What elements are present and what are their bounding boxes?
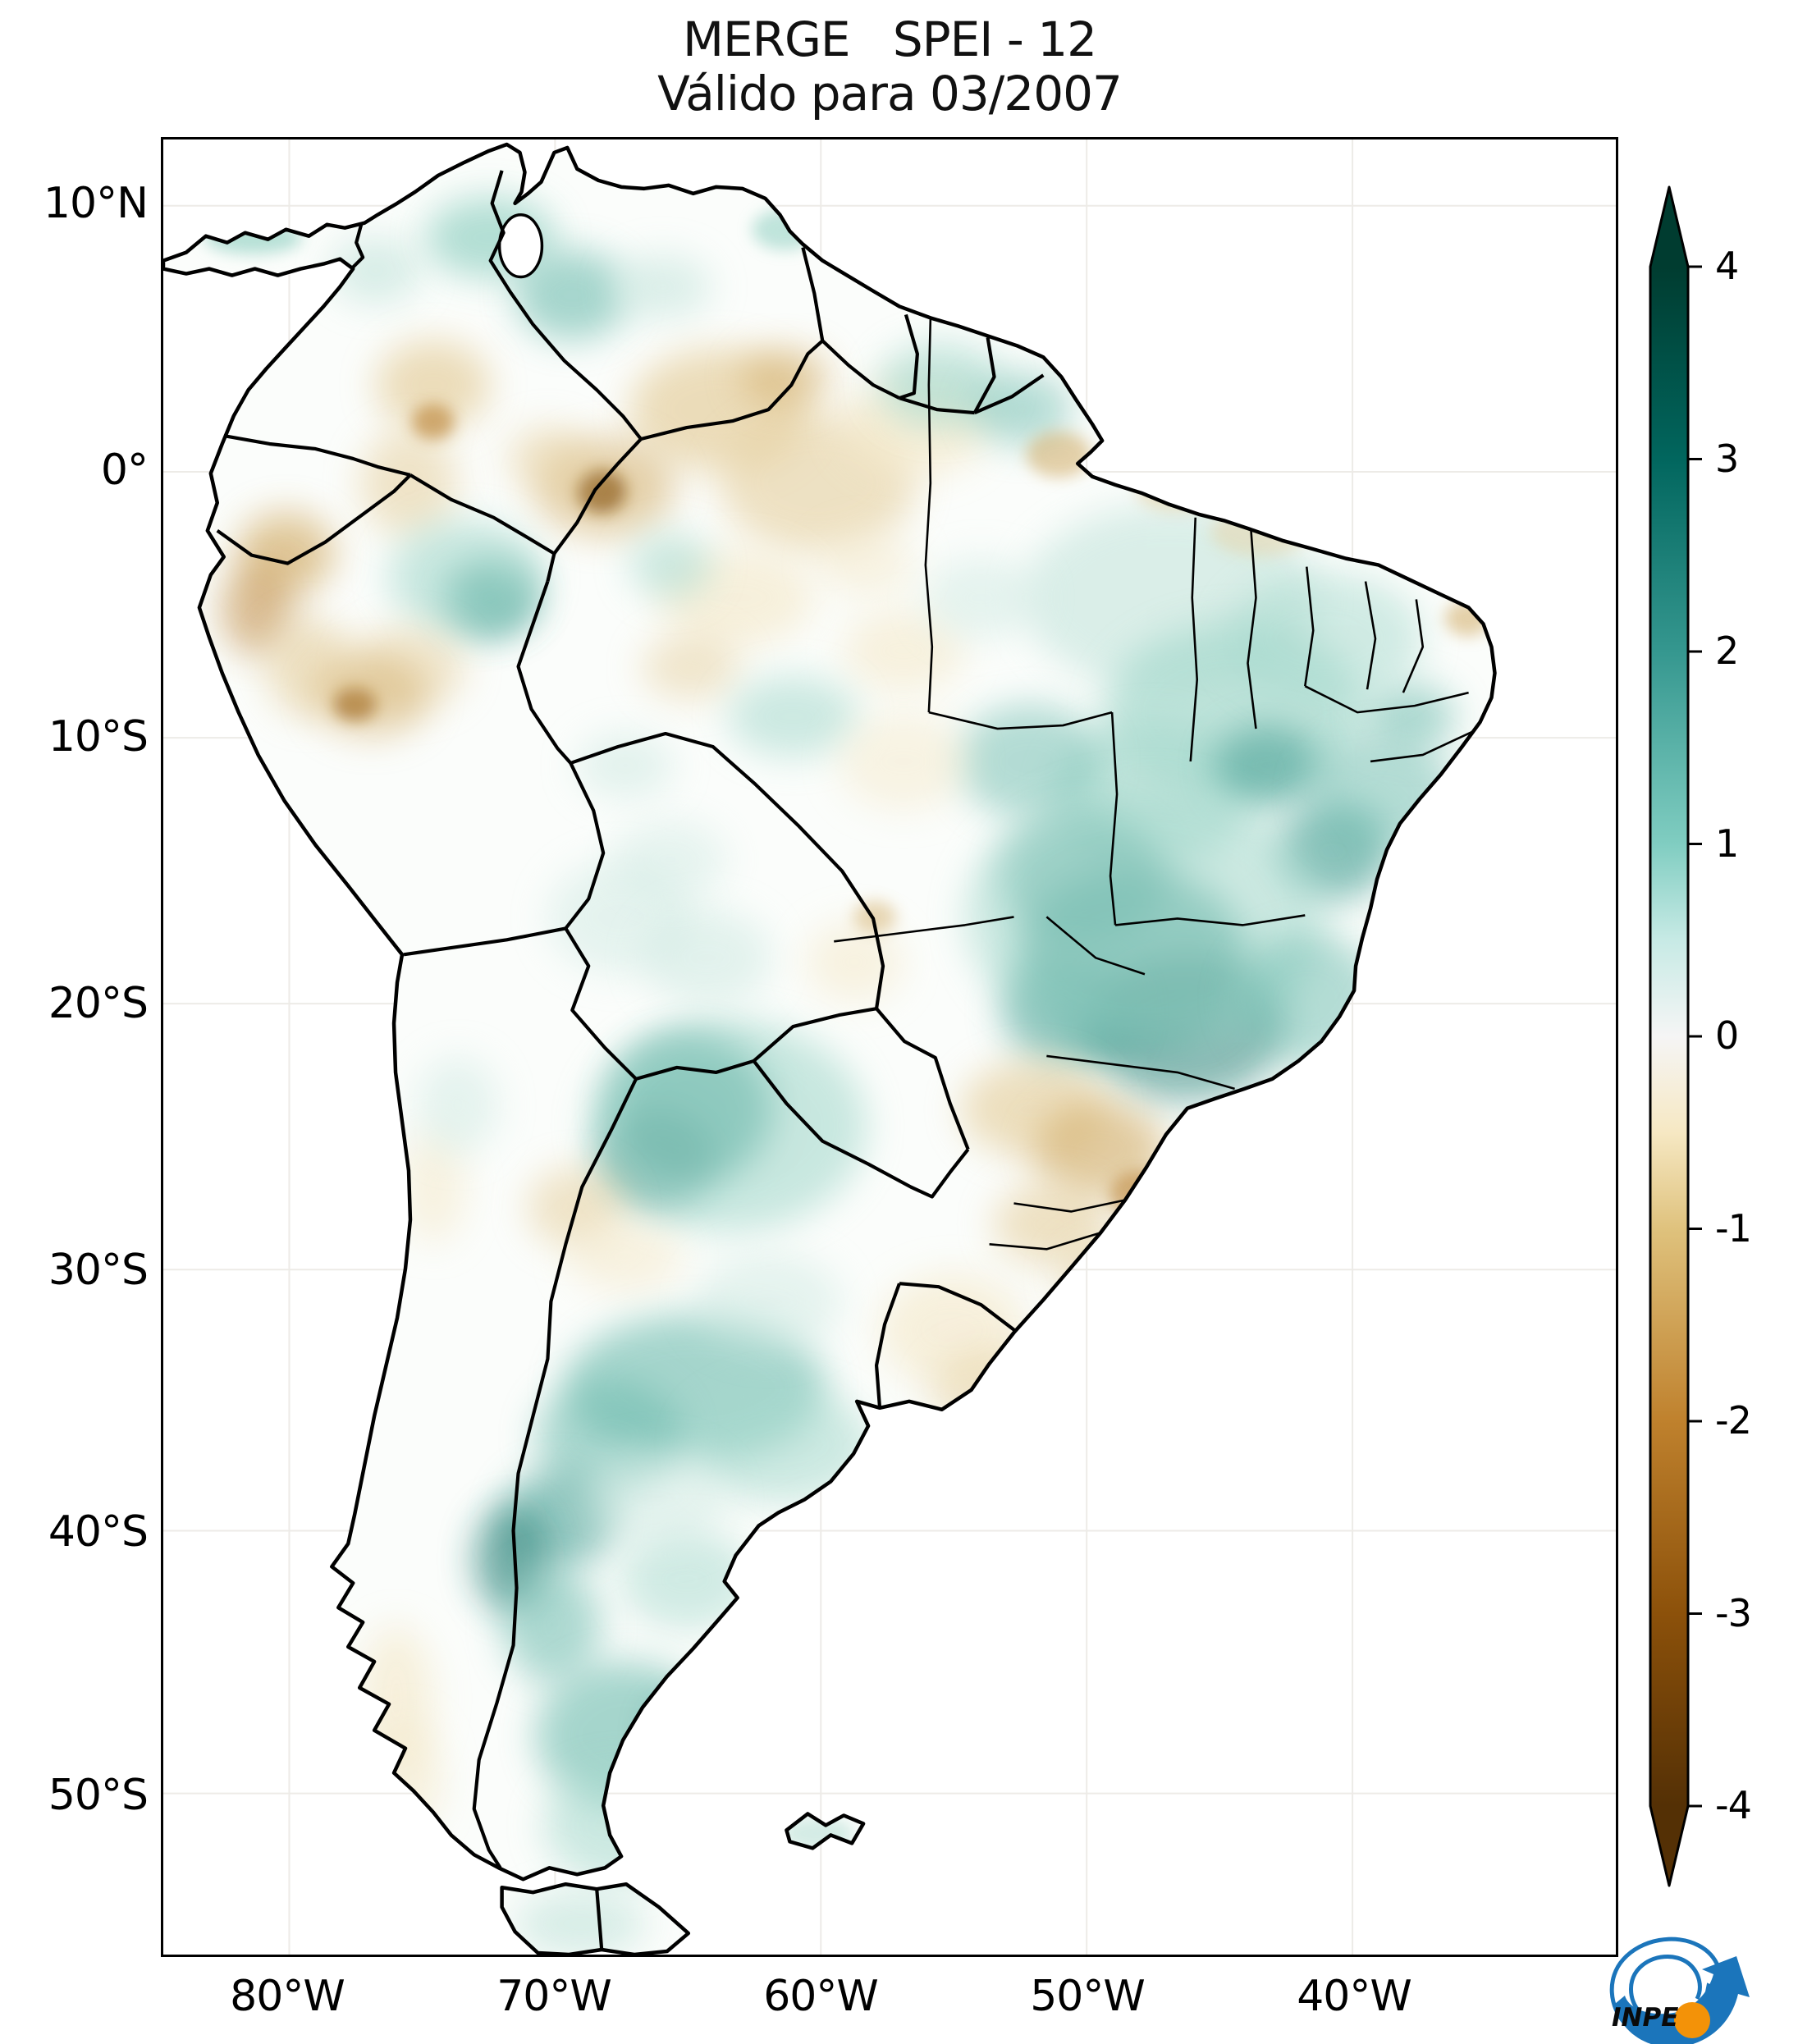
- spei-anomaly-blob: [690, 1387, 872, 1502]
- spei-anomaly-blob: [739, 348, 830, 406]
- spei-anomaly-blob: [502, 1567, 602, 1682]
- spei-anomaly-blob: [1214, 725, 1321, 807]
- spei-anomaly-blob: [1366, 684, 1456, 749]
- colorbar-tick-label: -2: [1715, 1398, 1752, 1443]
- spei-anomaly-blob: [629, 532, 711, 598]
- latitude-tick-label: 20°S: [48, 978, 149, 1028]
- colorbar-tick-label: 2: [1715, 629, 1739, 673]
- spei-anomaly-blob: [972, 373, 1072, 446]
- lake-maracaibo: [497, 213, 544, 279]
- inpe-logo: INPE: [1609, 1937, 1750, 2044]
- colorbar-tick-label: -1: [1715, 1205, 1752, 1251]
- spei-anomaly-blob: [220, 565, 295, 656]
- spei-anomaly-blob: [817, 532, 916, 598]
- spei-anomaly-blob: [331, 237, 421, 304]
- latitude-tick-label: 50°S: [48, 1771, 149, 1821]
- colorbar-tick-label: 0: [1715, 1013, 1739, 1058]
- spei-anomaly-blob: [576, 733, 675, 798]
- figure-title: MERGE SPEI - 12: [682, 11, 1097, 67]
- spei-anomaly-blob: [923, 556, 1039, 639]
- spei-anomaly-blob: [1026, 432, 1092, 478]
- spei-anomaly-blob: [993, 1182, 1109, 1265]
- longitude-tick-label: 60°W: [763, 1972, 879, 2021]
- spei-anomaly-blob: [580, 1448, 728, 1548]
- spei-anomaly-blob: [613, 254, 711, 320]
- latitude-tick-label: 30°S: [48, 1245, 149, 1295]
- spei-anomaly-blob: [621, 1530, 753, 1630]
- south-america-map: [163, 139, 1616, 1955]
- spei-anomaly-blob: [727, 675, 859, 757]
- colorbar-tick-label: 1: [1715, 821, 1739, 866]
- longitude-tick-label: 80°W: [230, 1972, 345, 2021]
- colorbar-tick-label: -3: [1715, 1590, 1752, 1635]
- logo-text: INPE: [1612, 2003, 1678, 2033]
- spei-anomaly-blob: [1308, 737, 1456, 852]
- colorbar-bar: [1649, 185, 1690, 1887]
- state-borders: [834, 319, 1473, 1251]
- spei-anomaly-blob: [568, 1219, 683, 1294]
- longitude-tick-label: 40°W: [1297, 1972, 1412, 2021]
- spei-anomaly-blob: [752, 208, 818, 250]
- spei-anomaly-blob: [838, 712, 969, 811]
- spei-anomaly-blob: [416, 1055, 499, 1155]
- spei-anomaly-blob: [588, 1019, 867, 1232]
- longitude-tick-label: 50°W: [1030, 1972, 1146, 2021]
- spei-anomaly-blob: [400, 1129, 466, 1245]
- country-borders: [216, 170, 1045, 1950]
- spei-anomaly-blob: [694, 1252, 843, 1351]
- spei-anomaly-blob: [515, 1891, 647, 1955]
- colorbar-tick-label: -4: [1715, 1783, 1752, 1827]
- spei-anomaly-blob: [1406, 484, 1472, 531]
- map-plot-area: INPE: [161, 137, 1750, 2044]
- spei-anomaly-blob: [642, 634, 740, 701]
- spei-anomaly-blob: [642, 908, 773, 1008]
- latitude-tick-label: 0°: [100, 446, 149, 496]
- spei-anomaly-blob: [515, 249, 630, 341]
- spei-anomaly-blob: [613, 818, 728, 901]
- logo-orange-globe-icon: [1674, 2002, 1710, 2038]
- spei-anomaly-blob: [506, 426, 589, 492]
- spei-raster-layer: [163, 144, 1495, 1955]
- spei-anomaly-blob: [964, 785, 1325, 1048]
- colorbar-tick-label: 3: [1715, 436, 1739, 481]
- colorbar-tick-marks: [1688, 265, 1702, 1808]
- spei-anomaly-blob: [376, 340, 491, 431]
- figure-subtitle: Válido para 03/2007: [657, 66, 1123, 121]
- latitude-tick-label: 40°S: [48, 1507, 149, 1557]
- spei-anomaly-blob: [842, 610, 965, 693]
- spei-anomaly-blob: [805, 921, 904, 1004]
- coastline: [163, 142, 1497, 1955]
- spei-anomaly-blob: [388, 519, 544, 635]
- logo-spiral-inner: [1629, 1954, 1702, 2014]
- spei-anomaly-blob: [956, 704, 1105, 819]
- latitude-tick-label: 10°N: [43, 178, 149, 228]
- spei-anomaly-blob: [1059, 1240, 1157, 1315]
- longitude-tick-label: 70°W: [496, 1972, 612, 2021]
- latitude-tick-label: 10°S: [48, 712, 149, 762]
- spei-anomaly-blob: [1226, 573, 1423, 705]
- spei-anomaly-blob: [314, 655, 429, 738]
- spei-anomaly-blob: [359, 430, 458, 537]
- spei-anomaly-blob: [543, 1767, 699, 1883]
- colorbar: [1649, 185, 1702, 1887]
- spei-anomaly-blob: [204, 221, 303, 254]
- spei-anomaly-blob: [411, 404, 455, 441]
- spei-anomaly-blob: [853, 900, 896, 934]
- logo-swoosh-arrow-icon: [1615, 1956, 1750, 2044]
- spei-anomaly-blob: [879, 344, 1002, 427]
- colorbar-tick-label: 4: [1715, 244, 1739, 288]
- spei-anomaly-blob: [653, 1699, 728, 1763]
